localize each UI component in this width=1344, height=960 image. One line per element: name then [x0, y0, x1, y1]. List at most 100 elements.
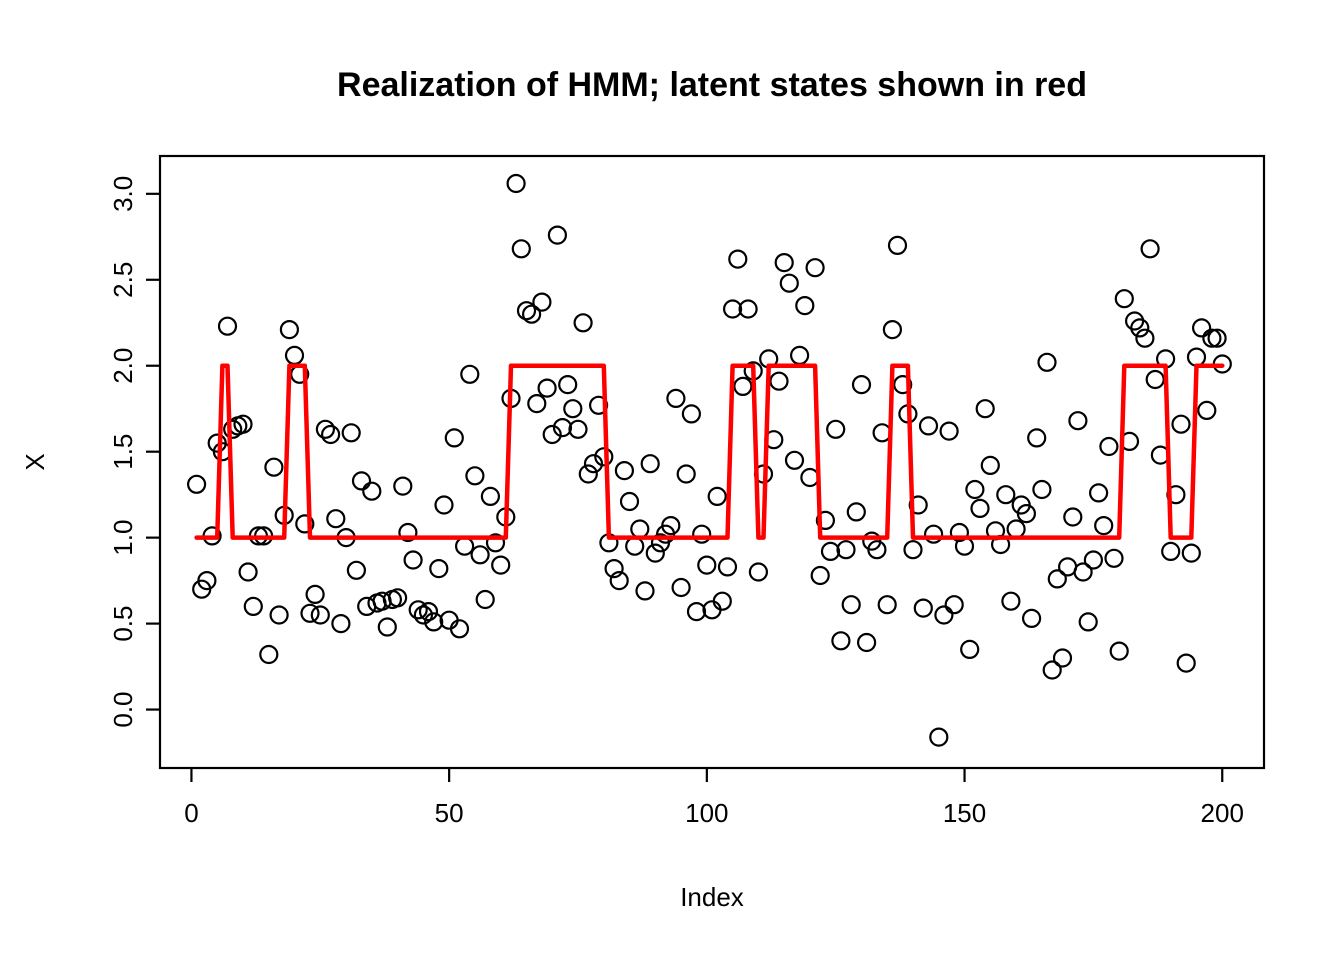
observation-point: [733, 376, 753, 396]
observation-point: [424, 612, 444, 632]
observation-point: [455, 536, 475, 556]
observation-point: [1181, 543, 1201, 563]
observation-point: [841, 595, 861, 615]
observation-point: [893, 375, 913, 395]
observation-point: [547, 225, 568, 245]
observation-point: [789, 345, 810, 365]
observation-point: [1135, 328, 1155, 348]
observation-point: [1114, 289, 1134, 309]
observation-point: [491, 555, 511, 575]
latent-state-line: [194, 363, 1225, 540]
observation-point: [702, 600, 722, 620]
observation-point: [692, 524, 712, 544]
y-tick-label: 2.0: [108, 348, 138, 384]
observation-point: [284, 345, 305, 365]
observation-point: [351, 471, 372, 491]
observation-point: [975, 399, 995, 419]
observation-point: [1042, 660, 1062, 680]
observation-point: [784, 450, 805, 470]
observation-point: [686, 601, 707, 622]
observation-point: [578, 464, 598, 484]
observation-point: [1176, 653, 1196, 673]
observation-point: [264, 457, 284, 477]
observation-point: [666, 388, 686, 408]
observation-point: [542, 424, 562, 445]
observation-point: [728, 249, 748, 269]
y-axis-label: X: [20, 453, 50, 470]
observation-point: [800, 467, 820, 488]
observation-point: [1078, 612, 1098, 632]
observation-point: [573, 313, 593, 333]
observation-point: [619, 491, 640, 512]
observation-point: [810, 565, 830, 586]
observation-point: [949, 522, 970, 543]
observation-point: [1202, 328, 1222, 348]
observation-point: [815, 510, 836, 531]
observation-point: [413, 605, 433, 625]
observation-point: [676, 464, 696, 484]
observation-point: [970, 498, 990, 518]
observation-point: [1006, 519, 1026, 539]
observation-point: [362, 481, 382, 501]
observation-point: [187, 474, 207, 494]
observation-point: [552, 418, 573, 438]
observation-point: [594, 447, 614, 467]
y-tick-label: 1.5: [108, 434, 138, 470]
observation-point: [712, 591, 732, 611]
observation-point: [449, 619, 470, 639]
observation-point: [418, 601, 439, 622]
observation-point: [310, 605, 330, 625]
plot-area-border: [158, 154, 1266, 770]
observation-point: [295, 514, 315, 534]
observation-point: [1001, 591, 1021, 611]
observation-point: [908, 495, 928, 515]
observation-point: [774, 253, 794, 273]
observation-point: [934, 605, 954, 625]
observation-point: [1109, 641, 1129, 661]
observation-point: [516, 301, 537, 321]
observation-point: [393, 476, 413, 496]
observation-point: [671, 577, 691, 598]
observation-point: [346, 560, 366, 580]
observation-point: [846, 502, 866, 522]
observation-point: [238, 562, 258, 582]
observation-point: [836, 540, 856, 560]
observation-point: [1130, 318, 1150, 338]
chart-title: Realization of HMM; latent states shown …: [337, 66, 1087, 104]
observation-point: [1088, 483, 1109, 503]
observation-point: [851, 375, 872, 395]
scatter-points: [187, 173, 1232, 747]
observation-point: [233, 414, 253, 434]
observation-point: [403, 550, 423, 570]
observation-point: [929, 727, 949, 747]
observation-point: [1052, 648, 1073, 668]
observation-point: [1207, 328, 1227, 348]
observation-point: [465, 466, 485, 486]
x-tick-label: 0: [184, 798, 198, 828]
y-tick-label: 3.0: [108, 176, 138, 212]
observation-point: [259, 644, 279, 665]
observation-point: [568, 419, 588, 439]
observation-point: [1161, 541, 1181, 562]
y-tick-label: 1.0: [108, 520, 138, 556]
observation-point: [300, 603, 320, 623]
x-tick-label: 150: [943, 798, 986, 828]
observation-point: [537, 378, 557, 398]
observation-point: [903, 540, 923, 560]
observation-point: [439, 610, 459, 630]
observation-point: [1099, 436, 1119, 457]
observation-point: [377, 617, 397, 637]
observation-point: [795, 296, 815, 316]
observation-point: [996, 485, 1016, 505]
observation-point: [434, 495, 454, 515]
observation-point: [1063, 507, 1083, 527]
y-tick-label: 2.5: [108, 262, 138, 298]
observation-point: [315, 419, 335, 439]
axis-ticks: 0 50 100 150 200 0.0 0.5 1.0 1.5 2.0 2.5 3.0: [108, 176, 1244, 828]
observation-point: [485, 533, 506, 553]
observation-point: [645, 543, 665, 563]
observation-point: [243, 596, 263, 617]
observation-point: [1073, 562, 1093, 582]
observation-point: [532, 292, 552, 312]
